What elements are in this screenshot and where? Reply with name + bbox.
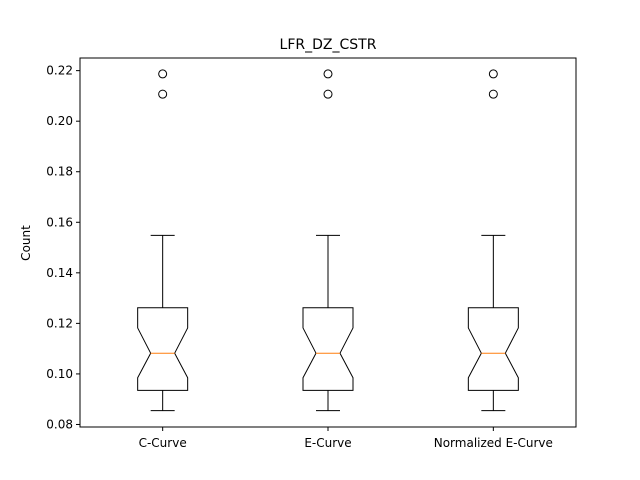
- outlier-point: [488, 69, 498, 79]
- x-tick-label: C-Curve: [139, 436, 187, 450]
- notched-box: [467, 307, 519, 391]
- outlier-point: [488, 89, 498, 99]
- y-tick-label: 0.08: [46, 417, 73, 431]
- y-tick-label: 0.16: [46, 215, 73, 229]
- y-tick-label: 0.14: [46, 266, 73, 280]
- y-tick-label: 0.20: [46, 114, 73, 128]
- x-tick-label: E-Curve: [304, 436, 351, 450]
- notched-box: [302, 307, 354, 391]
- outlier-point: [323, 89, 333, 99]
- y-tick-label: 0.10: [46, 367, 73, 381]
- chart-title: LFR_DZ_CSTR: [280, 37, 377, 53]
- outlier-point: [323, 69, 333, 79]
- notched-box: [137, 307, 189, 391]
- y-tick-label: 0.12: [46, 316, 73, 330]
- x-axis: C-Curve E-Curve Normalized E-Curve: [139, 427, 553, 450]
- box-group: [137, 69, 189, 412]
- box-group: [302, 69, 354, 412]
- outlier-point: [158, 89, 168, 99]
- y-axis: 0.08 0.10 0.12 0.14 0.16 0.18 0.20 0.22: [46, 64, 80, 431]
- y-tick-label: 0.18: [46, 165, 73, 179]
- x-tick-label: Normalized E-Curve: [434, 436, 553, 450]
- y-tick-label: 0.22: [46, 64, 73, 78]
- box-group: [467, 69, 519, 412]
- y-axis-label: Count: [19, 225, 33, 261]
- boxes: [137, 69, 519, 412]
- outlier-point: [158, 69, 168, 79]
